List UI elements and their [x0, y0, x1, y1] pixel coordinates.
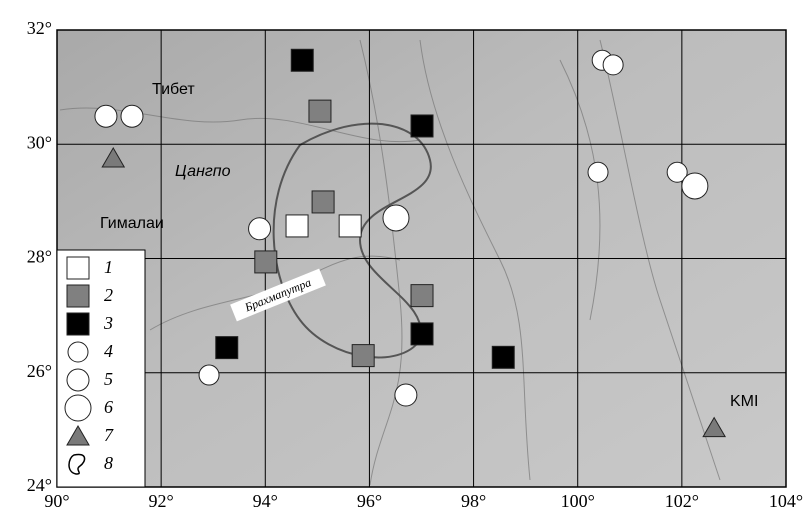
square-marker — [492, 346, 514, 368]
y-tick-label: 32° — [27, 18, 52, 38]
legend-label: 6 — [104, 397, 113, 417]
place-label: Цангпо — [175, 163, 231, 180]
square-marker — [312, 191, 334, 213]
x-tick-label: 96° — [357, 491, 382, 511]
circle-marker — [383, 205, 409, 231]
square-marker — [309, 100, 331, 122]
square-marker — [255, 251, 277, 273]
x-tick-label: 92° — [149, 491, 174, 511]
square-marker — [216, 337, 238, 359]
square-marker — [339, 215, 361, 237]
x-tick-label: 102° — [665, 491, 699, 511]
circle-marker — [95, 105, 117, 127]
legend-symbol — [67, 369, 89, 391]
legend-symbol — [68, 342, 88, 362]
place-label: KMI — [730, 393, 758, 410]
y-tick-label: 30° — [27, 132, 52, 152]
circle-marker — [121, 105, 143, 127]
circle-marker — [395, 384, 417, 406]
x-tick-label: 94° — [253, 491, 278, 511]
legend-label: 1 — [104, 257, 113, 277]
x-tick-label: 98° — [461, 491, 486, 511]
square-marker — [411, 115, 433, 137]
place-label: Гималаи — [100, 215, 164, 232]
square-marker — [352, 345, 374, 367]
square-marker — [411, 323, 433, 345]
circle-marker — [588, 162, 608, 182]
square-marker — [291, 49, 313, 71]
circle-marker — [603, 55, 623, 75]
legend-symbol — [67, 257, 89, 279]
x-tick-label: 100° — [561, 491, 595, 511]
y-tick-label: 26° — [27, 361, 52, 381]
legend-symbol — [65, 395, 91, 421]
legend-symbol — [67, 285, 89, 307]
legend-label: 3 — [103, 313, 113, 333]
x-tick-label: 104° — [769, 491, 803, 511]
circle-marker — [682, 173, 708, 199]
square-marker — [286, 215, 308, 237]
legend-label: 4 — [104, 341, 113, 361]
y-tick-label: 28° — [27, 247, 52, 267]
legend-label: 2 — [104, 285, 113, 305]
map: Тибет Цангпо Гималаи Брахмапутра KMI 123… — [0, 0, 808, 515]
legend-label: 7 — [104, 425, 114, 445]
circle-marker — [199, 365, 219, 385]
legend-symbol — [67, 313, 89, 335]
legend-label: 8 — [104, 453, 113, 473]
circle-marker — [249, 218, 271, 240]
legend-label: 5 — [104, 369, 113, 389]
y-tick-label: 24° — [27, 475, 52, 495]
place-label: Тибет — [152, 81, 195, 98]
square-marker — [411, 285, 433, 307]
